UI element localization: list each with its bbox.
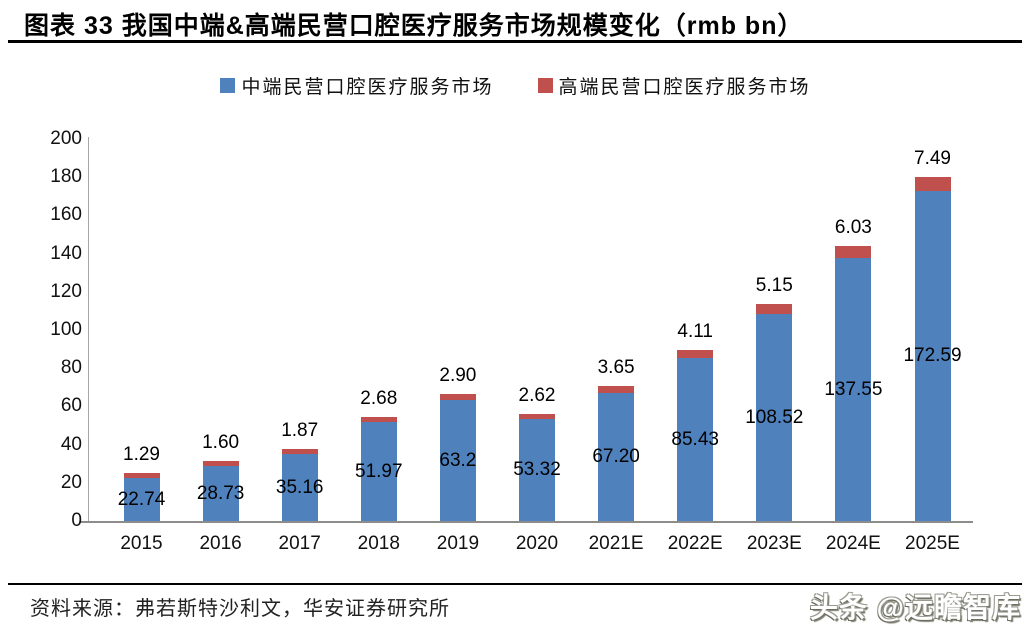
bar-segment-high-2020	[519, 414, 555, 419]
y-axis-tick-label: 20	[60, 471, 82, 493]
value-label-high-2021E: 3.65	[597, 357, 635, 378]
watermark: 头条 @远瞻智库	[809, 592, 1021, 623]
bar-segment-mid-2016	[202, 466, 239, 521]
x-axis-label-2017: 2017	[278, 533, 321, 554]
x-axis-label-2018: 2018	[357, 533, 400, 554]
y-axis-tick-label: 200	[50, 128, 82, 149]
bar-segment-high-2017	[281, 449, 318, 454]
value-label-high-2020: 2.62	[518, 385, 556, 406]
x-axis-label-2025E: 2025E	[905, 533, 960, 554]
x-axis-label-2021E: 2021E	[588, 533, 644, 554]
bar-segment-high-2019	[439, 394, 476, 400]
footer-divider	[8, 583, 1022, 585]
value-label-mid-2024E: 137.55	[824, 378, 883, 400]
bar-segment-high-2024E	[835, 246, 872, 258]
bar-segment-high-2016	[202, 461, 239, 466]
figure-title: 图表 33 我国中端&高端民营口腔医疗服务市场规模变化（rmb bn）	[24, 12, 804, 40]
x-axis-label-2023E: 2023E	[746, 533, 802, 554]
chart-legend: 中端民营口腔医疗服务市场 高端民营口腔医疗服务市场	[0, 72, 1031, 99]
bar-segment-mid-2017	[281, 454, 318, 521]
y-axis-tick-label: 160	[50, 204, 82, 226]
bar-segment-high-2023E	[756, 304, 793, 314]
value-label-high-2025E: 7.49	[914, 148, 951, 169]
x-axis-label-2024E: 2024E	[825, 533, 881, 554]
y-axis-tick-label: 100	[50, 319, 82, 340]
value-label-high-2022E: 4.11	[677, 321, 713, 342]
y-axis-tick-label: 180	[50, 166, 82, 188]
bar-segment-high-2018	[360, 417, 397, 422]
value-label-mid-2025E: 172.59	[903, 345, 962, 366]
bar-segment-high-2022E	[677, 350, 714, 358]
bar-segment-mid-2020	[519, 419, 555, 521]
value-label-high-2017: 1.87	[281, 420, 319, 441]
bar-segment-high-2015	[123, 473, 160, 478]
bar-segment-mid-2023E	[756, 314, 793, 521]
value-label-mid-2016: 28.73	[196, 482, 245, 504]
x-axis-label-2015: 2015	[120, 533, 163, 554]
y-axis-tick-label: 60	[60, 395, 82, 417]
bar-segment-mid-2022E	[677, 358, 714, 521]
title-divider	[8, 40, 1022, 43]
legend-label-high-market: 高端民营口腔医疗服务市场	[558, 77, 811, 98]
value-label-high-2019: 2.90	[439, 365, 477, 386]
legend-swatch-red-icon	[537, 78, 553, 93]
y-axis-tick-label: 140	[50, 242, 82, 264]
bar-segment-high-2025E	[914, 177, 951, 191]
y-axis-tick-label: 80	[60, 357, 82, 379]
value-label-high-2015: 1.29	[123, 444, 160, 465]
legend-swatch-blue-icon	[220, 78, 236, 93]
y-axis-tick-label: 40	[60, 433, 82, 455]
x-axis-label-2019: 2019	[436, 533, 480, 554]
value-label-mid-2019: 63.2	[439, 449, 477, 471]
bar-segment-mid-2021E	[598, 393, 635, 521]
legend-item-high-market: 高端民营口腔医疗服务市场	[537, 72, 811, 99]
x-axis-line	[80, 521, 973, 523]
value-label-mid-2017: 35.16	[275, 476, 324, 498]
y-axis-tick-label: 120	[50, 280, 82, 302]
value-label-mid-2021E: 67.20	[592, 446, 640, 467]
value-label-mid-2023E: 108.52	[745, 406, 804, 428]
bar-segment-mid-2024E	[835, 258, 872, 521]
value-label-high-2016: 1.60	[202, 432, 240, 453]
y-axis-tick-label: 0	[71, 510, 82, 531]
bar-segment-mid-2018	[360, 422, 397, 521]
x-axis-label-2016: 2016	[199, 533, 242, 554]
value-label-high-2018: 2.68	[360, 388, 398, 409]
bar-segment-mid-2019	[439, 400, 476, 521]
y-axis-line	[88, 137, 89, 523]
bar-segment-mid-2015	[123, 478, 160, 521]
value-label-high-2024E: 6.03	[834, 217, 872, 238]
value-label-mid-2020: 53.32	[513, 459, 561, 480]
source-note: 资料来源：弗若斯特沙利文，华安证券研究所	[30, 598, 450, 620]
value-label-high-2023E: 5.15	[755, 275, 793, 296]
bar-segment-high-2021E	[598, 386, 635, 393]
value-label-mid-2022E: 85.43	[671, 428, 719, 450]
x-axis-label-2020: 2020	[515, 533, 559, 554]
x-axis-label-2022E: 2022E	[667, 533, 723, 554]
bar-segment-mid-2025E	[914, 191, 951, 521]
value-label-mid-2018: 51.97	[355, 460, 403, 482]
value-label-mid-2015: 22.74	[117, 488, 166, 510]
legend-item-mid-market: 中端民营口腔医疗服务市场	[220, 72, 493, 99]
legend-label-mid-market: 中端民营口腔医疗服务市场	[241, 77, 494, 98]
